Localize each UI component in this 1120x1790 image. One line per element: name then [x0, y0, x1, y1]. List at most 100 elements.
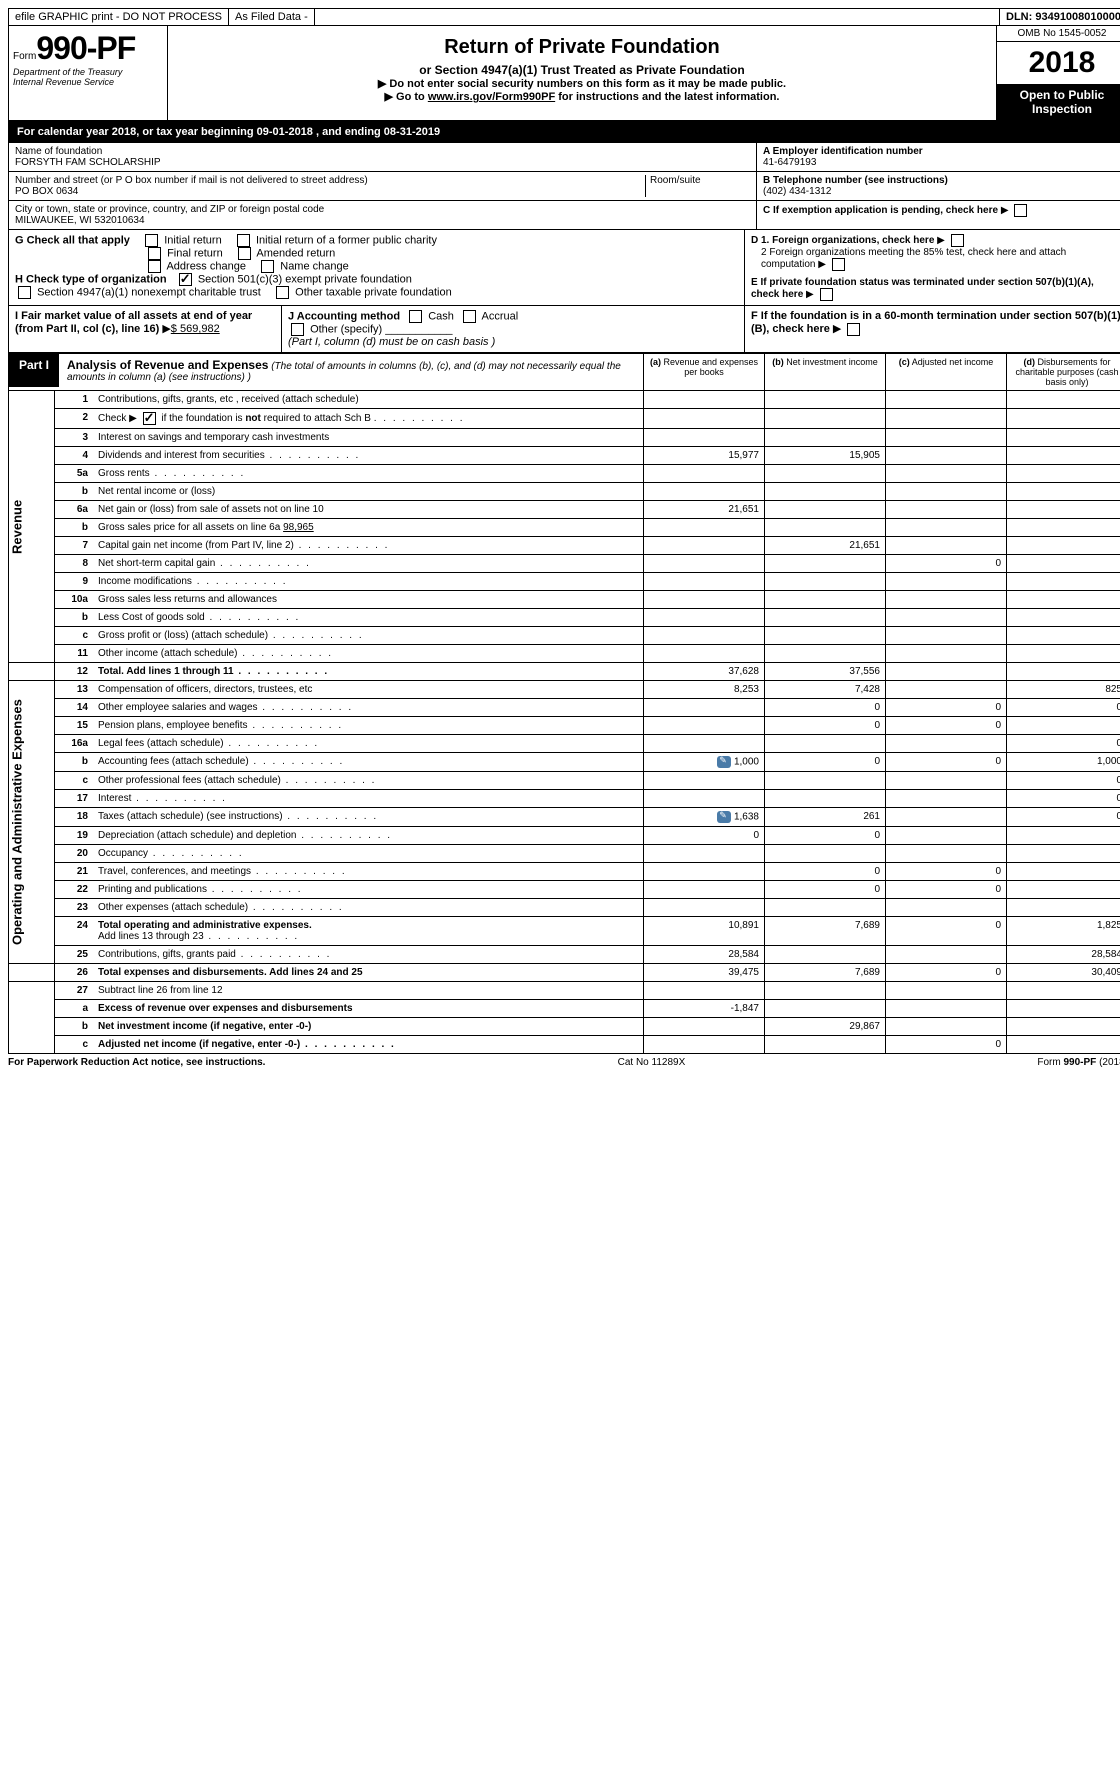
ln19-a: 0 — [644, 827, 765, 845]
line-25: 25Contributions, gifts, grants paid28,58… — [9, 946, 1120, 964]
page-footer: For Paperwork Reduction Act notice, see … — [8, 1054, 1120, 1071]
addr-label: Number and street (or P O box number if … — [15, 175, 645, 186]
ln14-b: 0 — [765, 699, 886, 717]
name-change-checkbox[interactable] — [261, 260, 274, 273]
exemption-checkbox[interactable] — [1014, 204, 1027, 217]
ln8-c: 0 — [886, 555, 1007, 573]
ln27c-c: 0 — [886, 1036, 1007, 1054]
addr-block: Number and street (or P O box number if … — [15, 175, 645, 197]
addr-cell: Number and street (or P O box number if … — [9, 172, 756, 201]
top-bar: efile GRAPHIC print - DO NOT PROCESS As … — [8, 8, 1120, 26]
i-cell: I Fair market value of all assets at end… — [9, 306, 282, 352]
calendar-year-row: For calendar year 2018, or tax year begi… — [8, 121, 1120, 143]
ln16c-desc: Other professional fees (attach schedule… — [93, 772, 644, 790]
header-center: Return of Private Foundation or Section … — [168, 26, 996, 120]
ln26-c: 0 — [886, 964, 1007, 982]
ln2-desc: Check ▶ if the foundation is not require… — [93, 409, 644, 429]
ln27b-b: 29,867 — [765, 1018, 886, 1036]
final-return-checkbox[interactable] — [148, 247, 161, 260]
f-checkbox[interactable] — [847, 323, 860, 336]
line-2: 2 Check ▶ if the foundation is not requi… — [9, 409, 1120, 429]
name-cell: Name of foundation FORSYTH FAM SCHOLARSH… — [9, 143, 756, 172]
accrual-label: Accrual — [482, 310, 519, 322]
g-label: G Check all that apply — [15, 234, 130, 246]
other-taxable-checkbox[interactable] — [276, 286, 289, 299]
accrual-checkbox[interactable] — [463, 310, 476, 323]
name-change-label: Name change — [280, 260, 349, 272]
g-row3: Address change Name change — [15, 260, 738, 273]
e-label: E If private foundation status was termi… — [751, 277, 1094, 300]
line-20: 20Occupancy — [9, 845, 1120, 863]
other-taxable-label: Other taxable private foundation — [295, 286, 452, 298]
line-5b: bNet rental income or (loss) — [9, 483, 1120, 501]
dln-cell: DLN: 93491008010000 — [1000, 9, 1120, 25]
part1-label: Part I — [9, 354, 59, 387]
d1-checkbox[interactable] — [951, 234, 964, 247]
other-method-checkbox[interactable] — [291, 323, 304, 336]
ln6b-val: 98,965 — [283, 522, 314, 533]
d2-checkbox[interactable] — [832, 258, 845, 271]
goto-prefix: Go to — [385, 91, 428, 103]
d1-row: D 1. Foreign organizations, check here ▶ — [751, 234, 1120, 247]
ln13-b: 7,428 — [765, 681, 886, 699]
line-21: 21Travel, conferences, and meetings00 — [9, 863, 1120, 881]
line-24: 24Total operating and administrative exp… — [9, 917, 1120, 946]
f-cell: F If the foundation is in a 60-month ter… — [745, 306, 1120, 352]
ln5a-desc: Gross rents — [93, 465, 644, 483]
ln2-num: 2 — [55, 409, 94, 429]
501c3-checkbox[interactable] — [179, 273, 192, 286]
ln16b-c: 0 — [886, 753, 1007, 772]
line-3: 3Interest on savings and temporary cash … — [9, 429, 1120, 447]
d2-label: 2 Foreign organizations meeting the 85% … — [761, 247, 1066, 270]
ln4-a: 15,977 — [644, 447, 765, 465]
amended-checkbox[interactable] — [238, 247, 251, 260]
ln13-d: 825 — [1007, 681, 1120, 699]
initial-former-label: Initial return of a former public charit… — [256, 234, 437, 246]
e-checkbox[interactable] — [820, 288, 833, 301]
phone-value: (402) 434-1312 — [763, 186, 1120, 197]
g-row1: G Check all that apply Initial return In… — [15, 234, 738, 247]
attach-icon[interactable] — [717, 811, 731, 823]
j-cell: J Accounting method Cash Accrual Other (… — [282, 306, 745, 352]
i-value: $ 569,982 — [171, 323, 220, 335]
h-label: H Check type of organization — [15, 273, 167, 285]
as-filed-text: As Filed Data - — [229, 9, 315, 25]
schb-checkbox[interactable] — [143, 412, 156, 425]
4947-checkbox[interactable] — [18, 286, 31, 299]
footer-left: For Paperwork Reduction Act notice, see … — [8, 1057, 265, 1068]
form-number: 990-PF — [36, 30, 135, 66]
amended-label: Amended return — [256, 247, 335, 259]
part1-header-cell: Part I Analysis of Revenue and Expenses … — [9, 354, 644, 391]
addr-change-checkbox[interactable] — [148, 260, 161, 273]
entity-right: A Employer identification number 41-6479… — [756, 143, 1120, 229]
omb-number: OMB No 1545-0052 — [997, 26, 1120, 42]
line-4: 4Dividends and interest from securities1… — [9, 447, 1120, 465]
line-10c: cGross profit or (loss) (attach schedule… — [9, 627, 1120, 645]
goto-link[interactable]: www.irs.gov/Form990PF — [428, 91, 555, 103]
cash-checkbox[interactable] — [409, 310, 422, 323]
g-right: D 1. Foreign organizations, check here ▶… — [744, 230, 1120, 305]
ln25-a: 28,584 — [644, 946, 765, 964]
dln-label: DLN: — [1006, 11, 1032, 23]
ln18-b: 261 — [765, 808, 886, 827]
phone-cell: B Telephone number (see instructions) (4… — [757, 172, 1120, 201]
section-g: G Check all that apply Initial return In… — [8, 230, 1120, 306]
ln10b-desc: Less Cost of goods sold — [93, 609, 644, 627]
part1-desc: Analysis of Revenue and Expenses (The to… — [59, 354, 643, 387]
initial-return-checkbox[interactable] — [145, 234, 158, 247]
ln17-d: 0 — [1007, 790, 1120, 808]
line-26: 26Total expenses and disbursements. Add … — [9, 964, 1120, 982]
exemption-label: C If exemption application is pending, c… — [763, 205, 998, 216]
ln5b-desc: Net rental income or (loss) — [93, 483, 644, 501]
attach-icon[interactable] — [717, 756, 731, 768]
4947-label: Section 4947(a)(1) nonexempt charitable … — [37, 286, 261, 298]
ln14-d: 0 — [1007, 699, 1120, 717]
ln24-d: 1,825 — [1007, 917, 1120, 946]
initial-former-checkbox[interactable] — [237, 234, 250, 247]
ln14-c: 0 — [886, 699, 1007, 717]
form-header: Form990-PF Department of the Treasury In… — [8, 26, 1120, 121]
ln19-desc: Depreciation (attach schedule) and deple… — [93, 827, 644, 845]
line-11: 11Other income (attach schedule) — [9, 645, 1120, 663]
line-8: 8Net short-term capital gain0 — [9, 555, 1120, 573]
ln15-desc: Pension plans, employee benefits — [93, 717, 644, 735]
